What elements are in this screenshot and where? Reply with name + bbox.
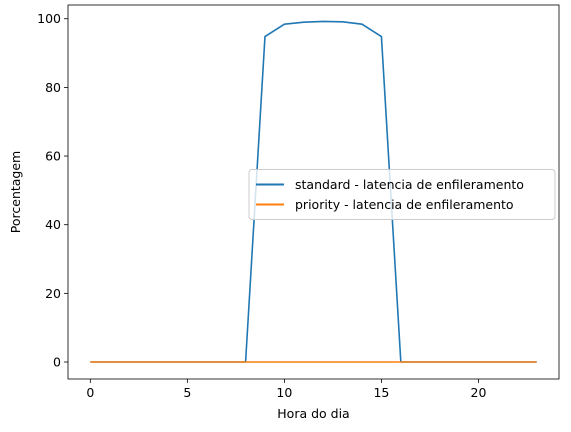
- y-tick-label: 20: [45, 286, 61, 301]
- legend-frame: [248, 169, 556, 220]
- x-tick-label: 10: [276, 385, 292, 400]
- axes-frame: [67, 4, 560, 380]
- y-tick-label: 80: [45, 80, 61, 95]
- y-axis-ticks: 0 20 40 60 80 100: [37, 11, 68, 370]
- x-tick-label: 5: [183, 385, 191, 400]
- plot-area: [67, 4, 560, 380]
- y-tick-label: 0: [53, 355, 61, 370]
- x-tick-label: 15: [373, 385, 389, 400]
- x-tick-label: 0: [86, 385, 94, 400]
- x-axis-ticks: 0 5 10 15 20: [86, 379, 486, 400]
- legend-label-priority: priority - latencia de enfileramento: [295, 197, 514, 212]
- y-tick-label: 60: [45, 149, 61, 164]
- series-layer: [90, 20, 537, 363]
- x-tick-label: 20: [471, 385, 487, 400]
- x-axis-label: Hora do dia: [277, 406, 349, 421]
- legend: standard - latencia de enfileramento pri…: [248, 169, 556, 220]
- y-tick-label: 40: [45, 217, 61, 232]
- y-tick-label: 100: [37, 11, 61, 26]
- y-axis-label: Porcentagem: [8, 151, 23, 233]
- legend-label-standard: standard - latencia de enfileramento: [295, 177, 524, 192]
